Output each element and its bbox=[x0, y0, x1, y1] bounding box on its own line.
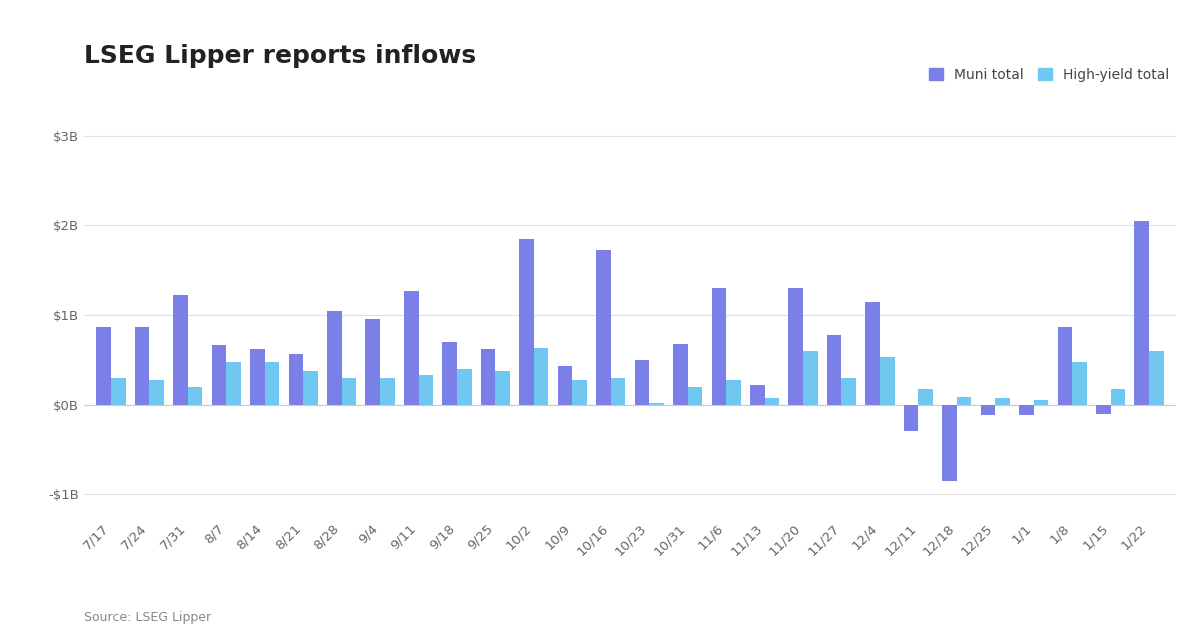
Bar bbox=[942, 404, 956, 481]
Bar bbox=[1134, 221, 1150, 404]
Bar bbox=[342, 378, 356, 404]
Bar bbox=[596, 251, 611, 404]
Bar bbox=[1072, 362, 1087, 404]
Bar bbox=[534, 348, 548, 404]
Bar bbox=[904, 404, 918, 432]
Bar bbox=[880, 357, 894, 404]
Bar bbox=[457, 369, 472, 404]
Bar bbox=[688, 387, 702, 404]
Text: Source: LSEG Lipper: Source: LSEG Lipper bbox=[84, 610, 211, 624]
Bar bbox=[419, 375, 433, 404]
Bar bbox=[712, 288, 726, 404]
Bar bbox=[572, 381, 587, 404]
Bar bbox=[481, 349, 496, 404]
Bar bbox=[995, 398, 1010, 404]
Bar bbox=[250, 349, 265, 404]
Bar bbox=[558, 366, 572, 404]
Bar bbox=[980, 404, 995, 415]
Bar bbox=[764, 398, 779, 404]
Bar bbox=[918, 389, 932, 404]
Bar bbox=[366, 319, 380, 404]
Bar bbox=[96, 326, 110, 404]
Bar bbox=[1019, 404, 1033, 415]
Text: LSEG Lipper reports inflows: LSEG Lipper reports inflows bbox=[84, 44, 476, 68]
Legend: Muni total, High-yield total: Muni total, High-yield total bbox=[929, 68, 1169, 82]
Bar bbox=[173, 295, 188, 404]
Bar bbox=[956, 398, 972, 404]
Bar bbox=[265, 362, 280, 404]
Bar bbox=[149, 381, 164, 404]
Bar bbox=[1111, 389, 1126, 404]
Bar bbox=[635, 360, 649, 404]
Bar bbox=[788, 288, 803, 404]
Bar bbox=[288, 353, 304, 404]
Bar bbox=[1057, 326, 1072, 404]
Bar bbox=[611, 378, 625, 404]
Bar bbox=[443, 342, 457, 404]
Bar bbox=[1150, 351, 1164, 404]
Bar bbox=[304, 372, 318, 404]
Bar bbox=[827, 335, 841, 404]
Bar bbox=[803, 351, 817, 404]
Bar bbox=[110, 378, 126, 404]
Bar bbox=[520, 239, 534, 404]
Bar bbox=[227, 362, 241, 404]
Bar bbox=[496, 372, 510, 404]
Bar bbox=[188, 387, 203, 404]
Bar bbox=[1033, 400, 1049, 404]
Bar bbox=[134, 326, 149, 404]
Bar bbox=[750, 385, 764, 404]
Bar bbox=[673, 344, 688, 404]
Bar bbox=[404, 291, 419, 404]
Bar bbox=[1096, 404, 1111, 413]
Bar bbox=[841, 378, 856, 404]
Bar bbox=[211, 345, 227, 404]
Bar bbox=[865, 302, 880, 404]
Bar bbox=[726, 381, 740, 404]
Bar bbox=[328, 311, 342, 404]
Bar bbox=[380, 378, 395, 404]
Bar bbox=[649, 403, 664, 404]
